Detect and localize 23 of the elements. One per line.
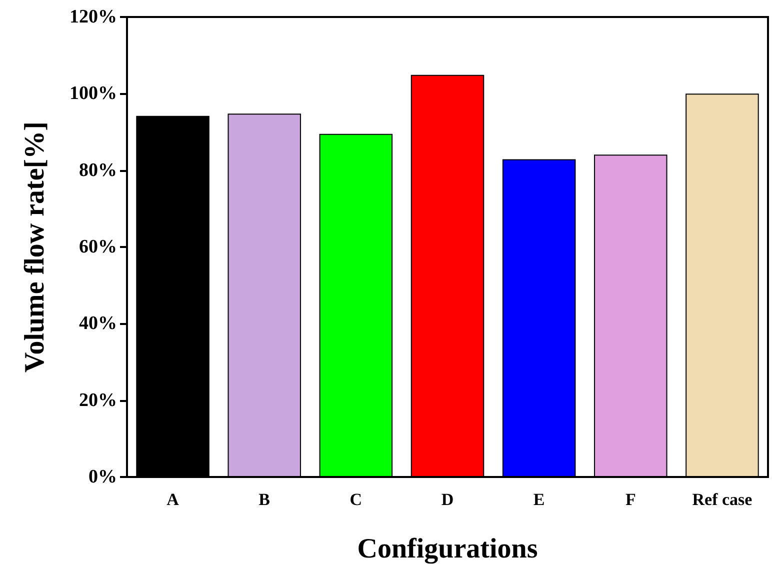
bar	[136, 116, 210, 477]
y-axis-title: Volume flow rate[%]	[20, 122, 50, 372]
bar	[410, 74, 484, 477]
y-tick-label: 40%	[79, 313, 117, 334]
bar	[686, 94, 759, 477]
x-tick-label: C	[350, 490, 362, 509]
y-tick-label: 0%	[88, 466, 117, 488]
x-axis-title: Configurations	[357, 534, 538, 564]
x-tick-label: D	[441, 490, 454, 509]
y-tick-label: 100%	[70, 83, 117, 104]
x-tick-label: E	[533, 490, 545, 509]
x-tick-label: F	[625, 490, 636, 509]
x-tick-label: Ref case	[692, 490, 753, 509]
bar	[228, 114, 301, 477]
bar	[319, 134, 393, 477]
y-tick-label: 60%	[79, 236, 117, 258]
x-tick-label: A	[166, 490, 180, 509]
bar	[594, 154, 668, 477]
y-tick-label: 120%	[70, 6, 117, 28]
x-tick-label: B	[258, 490, 270, 509]
y-tick-label: 80%	[79, 160, 117, 181]
bar	[502, 159, 576, 477]
y-tick-label: 20%	[79, 390, 117, 411]
